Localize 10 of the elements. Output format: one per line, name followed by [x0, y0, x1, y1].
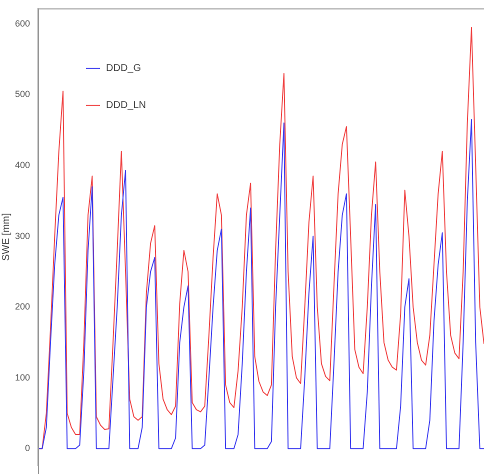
y-tick-label: 400	[14, 160, 30, 170]
y-tick-label: 100	[14, 372, 30, 382]
y-tick-label: 500	[14, 89, 30, 100]
y-tick-label: 0	[25, 443, 30, 454]
y-axis-title: SWE [mm]	[0, 212, 12, 261]
y-tick-label: 600	[14, 18, 30, 28]
y-tick-label: 300	[14, 230, 30, 241]
y-tick-label: 200	[14, 302, 30, 312]
legend-label: DDD_LN	[106, 100, 146, 112]
legend-label: DDD_G	[106, 63, 142, 74]
